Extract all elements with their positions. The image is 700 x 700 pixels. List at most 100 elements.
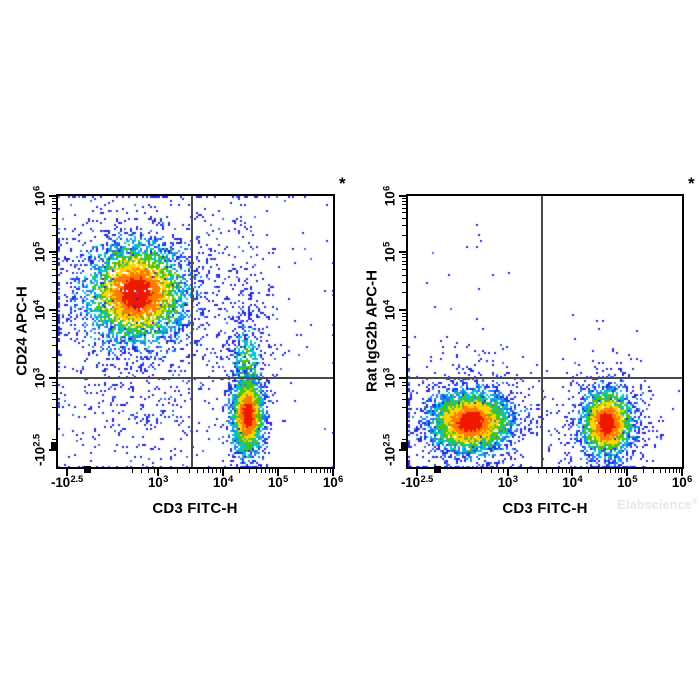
y-minor-tick	[52, 269, 56, 271]
y-minor-tick	[402, 200, 406, 202]
x-minor-tick	[202, 469, 204, 473]
y-axis-pileup-mark	[51, 441, 58, 449]
quadrant-gate-horizontal	[58, 377, 333, 379]
x-minor-tick	[212, 469, 214, 473]
y-tick-label: 105	[381, 241, 398, 263]
y-tick-label: 103	[381, 368, 398, 389]
x-minor-tick	[188, 469, 190, 473]
y-minor-tick	[52, 381, 56, 383]
y-major-tick	[399, 448, 406, 451]
x-minor-tick	[272, 469, 274, 473]
y-axis-pileup-mark	[401, 441, 408, 449]
x-minor-tick	[148, 469, 150, 473]
quadrant-gate-vertical	[541, 196, 543, 467]
density-scatter-canvas	[408, 196, 682, 467]
x-tick-label: 106	[322, 473, 344, 490]
plot-frame	[56, 194, 335, 469]
y-minor-tick	[52, 254, 56, 256]
y-minor-tick	[402, 336, 406, 338]
x-minor-tick	[274, 469, 276, 473]
x-minor-tick	[260, 469, 262, 473]
registered-mark: ®	[691, 497, 698, 506]
y-tick-label: -102.5	[381, 433, 398, 466]
x-tick-label: 106	[671, 473, 693, 490]
y-minor-tick	[402, 324, 406, 326]
y-minor-tick	[402, 406, 406, 408]
x-minor-tick	[265, 469, 267, 473]
y-minor-tick	[402, 392, 406, 394]
x-minor-tick	[294, 469, 296, 473]
x-major-tick	[332, 469, 334, 476]
x-minor-tick	[219, 469, 221, 473]
y-minor-tick	[402, 274, 406, 276]
watermark: Elabscience®	[606, 497, 698, 512]
y-minor-tick	[402, 330, 406, 332]
y-major-tick	[399, 377, 406, 380]
quadrant-gate-vertical	[191, 196, 193, 467]
y-minor-tick	[52, 357, 56, 359]
x-tick-label: 103	[147, 473, 169, 490]
x-minor-tick	[561, 469, 563, 473]
x-major-tick	[506, 469, 509, 476]
y-minor-tick	[402, 385, 406, 387]
y-minor-tick	[402, 198, 406, 200]
x-minor-tick	[538, 469, 540, 473]
significance-asterisk: *	[339, 174, 346, 193]
y-major-tick	[399, 309, 406, 312]
x-major-tick	[416, 469, 419, 476]
y-minor-tick	[52, 257, 56, 259]
x-minor-tick	[678, 469, 680, 473]
x-minor-tick	[676, 469, 678, 473]
y-tick-label: 103	[31, 368, 48, 389]
y-minor-tick	[402, 381, 406, 383]
y-major-tick	[49, 377, 56, 380]
x-minor-tick	[673, 469, 674, 473]
x-minor-tick	[588, 469, 590, 473]
x-minor-tick	[208, 469, 210, 473]
x-minor-tick	[196, 469, 198, 473]
x-minor-tick	[610, 469, 612, 473]
x-minor-tick	[491, 469, 493, 473]
x-minor-tick	[604, 469, 606, 473]
y-minor-tick	[52, 330, 56, 332]
y-minor-tick	[402, 212, 406, 214]
y-minor-tick	[52, 234, 56, 236]
x-axis-title: CD3 FITC-H	[502, 500, 588, 517]
x-minor-tick	[659, 469, 661, 473]
y-minor-tick	[52, 316, 56, 318]
y-axis-title: Rat IgG2b APC-H	[363, 270, 381, 392]
y-minor-tick	[402, 292, 406, 294]
x-minor-tick	[216, 469, 218, 473]
x-minor-tick	[568, 469, 570, 473]
x-minor-tick	[552, 469, 554, 473]
y-minor-tick	[52, 207, 56, 209]
x-minor-tick	[565, 469, 567, 473]
y-tick-label: 104	[381, 299, 398, 321]
x-axis-pileup-mark	[83, 466, 91, 473]
y-minor-tick	[52, 260, 56, 262]
y-major-tick	[49, 448, 56, 451]
y-minor-tick	[402, 257, 406, 259]
density-scatter-canvas	[58, 196, 333, 467]
x-major-tick	[66, 469, 69, 476]
y-minor-tick	[52, 212, 56, 214]
x-minor-tick	[268, 469, 270, 473]
x-major-tick	[157, 469, 160, 476]
x-minor-tick	[255, 469, 257, 473]
x-minor-tick	[239, 469, 241, 473]
x-minor-tick	[481, 469, 483, 473]
x-minor-tick	[153, 469, 155, 473]
y-minor-tick	[402, 207, 406, 209]
x-minor-tick	[557, 469, 559, 473]
x-axis-pileup-mark	[433, 466, 441, 473]
y-minor-tick	[52, 385, 56, 387]
x-tick-label: 104	[562, 473, 583, 490]
x-minor-tick	[323, 469, 325, 473]
y-tick-label: 104	[31, 299, 48, 321]
x-minor-tick	[614, 469, 616, 473]
y-minor-tick	[52, 312, 56, 314]
plot-frame	[406, 194, 684, 469]
x-minor-tick	[177, 469, 179, 473]
x-minor-tick	[665, 469, 666, 473]
